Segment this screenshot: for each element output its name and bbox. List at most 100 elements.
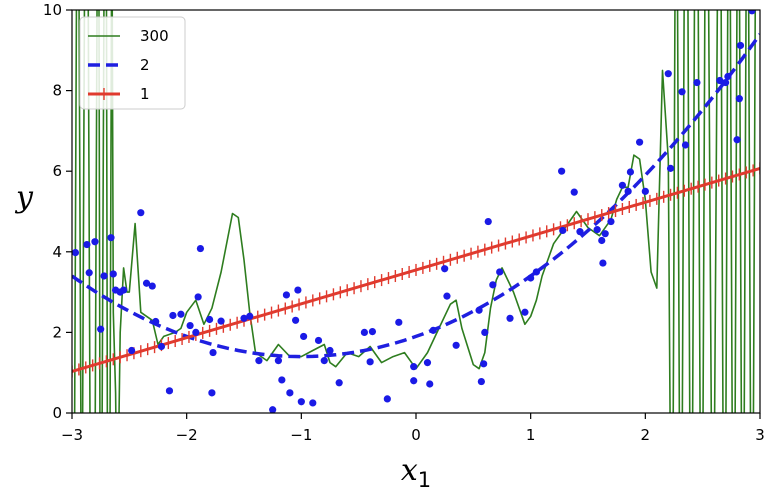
y-tick-label: 0 [52, 404, 62, 422]
data-point [91, 238, 99, 246]
y-axis-ticks: 0 2 4 6 8 10 [43, 1, 72, 422]
data-point [292, 316, 300, 324]
data-point [100, 272, 108, 280]
data-point [294, 286, 302, 294]
data-point [496, 268, 504, 276]
data-point [618, 181, 627, 189]
data-point [480, 360, 488, 368]
data-point [410, 363, 418, 371]
data-point [196, 244, 205, 253]
data-point [477, 377, 485, 386]
data-point [83, 240, 91, 249]
data-point [282, 291, 291, 299]
data-point [558, 167, 566, 175]
y-tick-label: 6 [52, 162, 62, 180]
data-point [489, 281, 497, 289]
data-point [297, 398, 305, 406]
data-point [681, 141, 690, 149]
y-tick-label: 8 [52, 82, 62, 100]
data-point [395, 318, 403, 326]
data-point [429, 326, 437, 334]
x-tick-label: −3 [61, 426, 83, 444]
data-point [576, 228, 584, 236]
data-point [107, 234, 115, 242]
legend-label-2: 2 [140, 56, 150, 74]
data-point [607, 217, 615, 226]
data-point [452, 341, 460, 349]
y-tick-label: 10 [43, 1, 62, 19]
data-point [624, 187, 632, 195]
data-point [97, 325, 105, 333]
x-axis-label-base: x [401, 453, 418, 488]
series-1-degree-line [72, 162, 760, 378]
data-point [527, 274, 535, 282]
data-point [735, 95, 743, 103]
data-point [366, 358, 374, 366]
data-point [246, 312, 254, 320]
data-point [109, 270, 117, 278]
y-tick-label: 4 [52, 243, 62, 261]
data-point [570, 188, 578, 196]
data-point [192, 328, 200, 336]
data-point [724, 72, 732, 81]
data-point [314, 336, 323, 345]
x-tick-label: 3 [755, 426, 765, 444]
x-tick-label: 1 [526, 426, 536, 444]
data-point [716, 76, 724, 85]
data-point [598, 236, 606, 245]
data-point [120, 286, 128, 294]
data-point [274, 357, 282, 365]
data-point [169, 311, 177, 320]
data-point [733, 136, 741, 144]
data-point [255, 357, 263, 365]
data-point [532, 268, 541, 276]
legend: 300 2 1 [79, 16, 186, 110]
data-point [383, 395, 391, 403]
legend-box [79, 16, 186, 110]
data-point [521, 308, 529, 316]
curve-300 [73, 10, 757, 413]
data-point [736, 41, 745, 50]
legend-label-300: 300 [140, 27, 169, 45]
data-point [208, 389, 216, 397]
data-point [326, 346, 334, 355]
x-axis-ticks: −3 −2 −1 0 1 2 3 [61, 413, 765, 444]
data-point [148, 282, 156, 290]
data-point [368, 327, 377, 336]
x-tick-label: −2 [176, 426, 198, 444]
data-point [423, 359, 432, 367]
data-point [664, 70, 672, 78]
data-point [666, 164, 675, 172]
data-point [441, 265, 449, 273]
data-point [206, 315, 214, 324]
x-axis-label: x1 [401, 453, 431, 489]
data-point [165, 387, 174, 395]
series-300-degree-curve [73, 10, 757, 413]
data-point [217, 317, 225, 325]
legend-label-1: 1 [140, 85, 150, 103]
data-point [426, 380, 434, 388]
data-point [559, 226, 567, 235]
data-point [748, 10, 756, 15]
scatter-points [72, 10, 756, 413]
data-point [335, 379, 343, 387]
data-point [506, 314, 514, 322]
data-point [269, 406, 277, 413]
data-point [85, 269, 93, 277]
data-point [481, 328, 489, 336]
data-point [484, 217, 492, 226]
data-point [72, 249, 80, 257]
data-point [300, 332, 308, 341]
data-point [152, 317, 160, 326]
x-tick-label: 0 [411, 426, 421, 444]
data-point [177, 310, 185, 318]
data-point [678, 88, 686, 96]
x-tick-label: 2 [641, 426, 651, 444]
data-point [309, 399, 317, 407]
data-point [240, 314, 248, 322]
data-point [443, 292, 451, 300]
data-point [693, 78, 701, 87]
data-point [194, 293, 202, 301]
data-point [410, 377, 418, 385]
